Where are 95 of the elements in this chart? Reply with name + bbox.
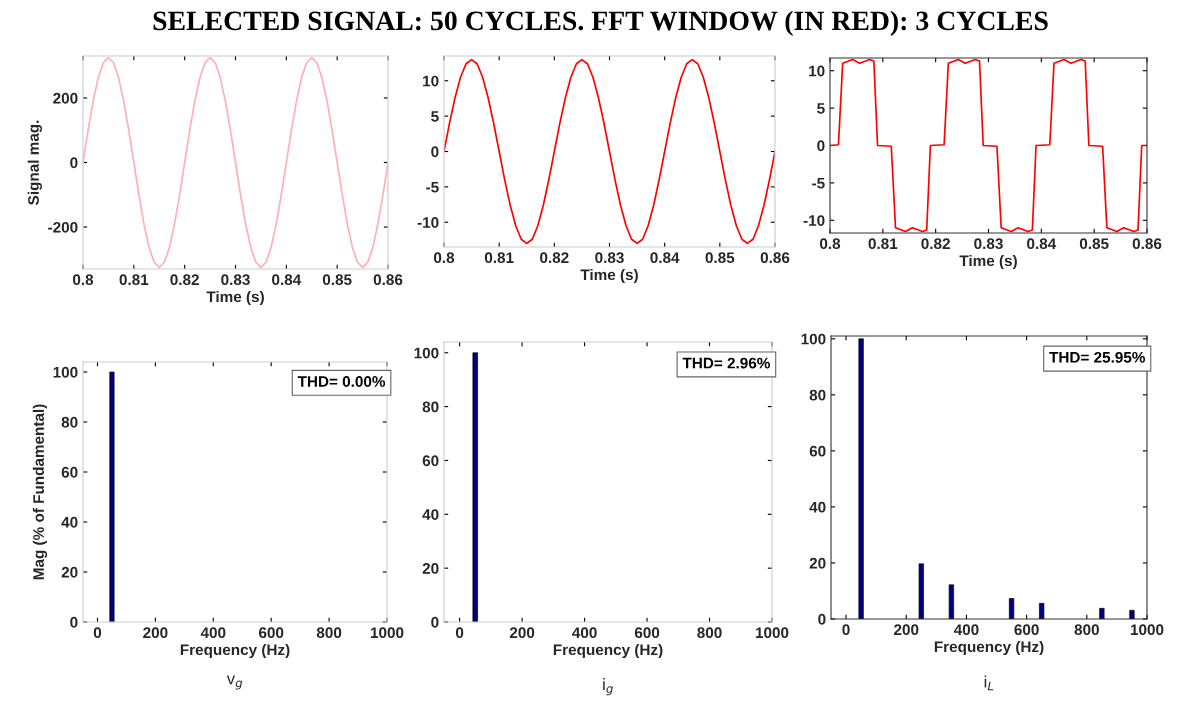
x-tick-label: 0.85: [705, 252, 735, 264]
x-axis-title: Frequency (Hz): [934, 640, 1044, 656]
text: i$_{g}$: [603, 678, 613, 696]
x-tick-label: 0.8: [72, 274, 94, 286]
bar: [1099, 608, 1105, 619]
y-tick-label: 80: [809, 389, 826, 401]
y-tick-label: -5: [426, 181, 439, 193]
annotation: THD= 2.96%: [682, 357, 770, 369]
y-tick-label: 80: [422, 401, 439, 413]
y-tick-label: 20: [61, 566, 78, 578]
x-tick-label: 0.86: [373, 274, 403, 286]
x-tick-label: 0.82: [540, 252, 569, 264]
y-tick-label: 0: [431, 616, 439, 628]
x-tick-label: 400: [200, 627, 226, 639]
x-axis-title: Frequency (Hz): [180, 643, 290, 659]
x-tick-label: 200: [143, 627, 168, 639]
y-tick-label: 0: [817, 140, 825, 152]
bar: [1129, 609, 1135, 619]
y-tick-label: 60: [61, 466, 78, 478]
y-tick-label: 0: [70, 616, 78, 628]
x-tick-label: 0.86: [760, 252, 790, 264]
y-tick-label: 60: [422, 455, 439, 467]
x-tick-label: 800: [697, 627, 722, 639]
x-tick-label: 0.81: [119, 274, 149, 286]
bar: [858, 338, 864, 619]
x-tick-label: 0.84: [272, 274, 302, 286]
x-tick-label: 0.82: [921, 238, 950, 250]
y-tick-label: 100: [414, 347, 439, 359]
x-axis-title: Time (s): [580, 268, 638, 284]
y-tick-label: 5: [817, 103, 825, 114]
x-tick-label: 0: [842, 624, 850, 636]
x-axis-title: Frequency (Hz): [553, 643, 663, 659]
y-tick-label: 40: [809, 501, 826, 513]
y-tick-label: -10: [803, 215, 825, 226]
x-tick-label: 1000: [1130, 624, 1164, 636]
y-tick-label: 10: [423, 75, 439, 87]
y-tick-label: 40: [61, 516, 78, 528]
x-tick-label: 1000: [370, 627, 404, 639]
bar: [918, 563, 924, 619]
bar: [1039, 602, 1045, 619]
text: i$_{L}$: [984, 675, 994, 691]
x-tick-label: 0.81: [868, 238, 898, 250]
x-tick-label: 800: [1074, 624, 1099, 636]
y-tick-label: 40: [422, 509, 439, 520]
x-tick-label: 600: [259, 627, 284, 639]
y-tick-label: -200: [48, 221, 78, 233]
bar: [948, 584, 954, 619]
x-tick-label: 400: [572, 627, 597, 639]
line-series: [83, 56, 388, 269]
x-tick-label: 0.83: [974, 238, 1003, 250]
x-axis-title: Time (s): [959, 254, 1017, 270]
x-tick-label: 0: [455, 627, 464, 639]
y-tick-label: 10: [809, 65, 825, 77]
y-tick-label: 5: [431, 111, 439, 122]
x-tick-label: 0.85: [1079, 238, 1109, 250]
annotation: THD= 25.95%: [1049, 351, 1146, 363]
y-tick-label: -10: [417, 217, 439, 228]
y-tick-label: 100: [53, 366, 78, 378]
line-series: [444, 58, 775, 245]
line-series: [830, 58, 1147, 233]
y-tick-label: 100: [801, 333, 826, 345]
x-tick-label: 1000: [755, 627, 789, 639]
bar: [1008, 598, 1015, 619]
x-tick-label: 0.82: [170, 274, 199, 286]
y-tick-label: 0: [818, 613, 826, 625]
x-tick-label: 0.86: [1132, 238, 1162, 250]
x-tick-label: 0.85: [322, 274, 352, 286]
x-tick-label: 0.8: [819, 238, 841, 250]
y-tick-label: 80: [61, 416, 78, 428]
y-tick-label: -5: [812, 177, 825, 189]
y-tick-label: 0: [431, 146, 439, 158]
x-tick-label: 800: [316, 627, 342, 639]
x-tick-label: 0.81: [484, 252, 514, 264]
annotation: THD= 0.00%: [297, 376, 386, 387]
x-tick-label: 200: [509, 627, 535, 639]
y-tick-label: 20: [809, 557, 826, 569]
x-tick-label: 600: [1014, 624, 1039, 636]
x-axis-title: Time (s): [206, 290, 264, 306]
x-tick-label: 0.84: [650, 252, 680, 264]
x-tick-label: 0.84: [1027, 238, 1057, 250]
text: v$_{g}$: [226, 675, 243, 690]
x-tick-label: 200: [894, 624, 919, 636]
y-tick-label: 200: [53, 92, 78, 104]
x-tick-label: 0.8: [433, 252, 455, 264]
y-tick-label: 60: [809, 445, 826, 457]
x-tick-label: 0.83: [221, 274, 250, 286]
y-axis-title: Signal mag.: [27, 120, 43, 205]
text: SELECTED SIGNAL: 50 CYCLES. FFT WINDOW (IN RED): 3 CYCLES: [153, 10, 1048, 36]
x-tick-label: 0: [93, 627, 102, 639]
y-axis-title: Mag (% of Fundamental): [32, 404, 48, 580]
x-tick-label: 400: [953, 624, 979, 636]
y-tick-label: 20: [422, 563, 439, 574]
x-tick-label: 600: [634, 627, 660, 639]
y-tick-label: 0: [70, 157, 78, 169]
x-tick-label: 0.83: [595, 252, 624, 264]
